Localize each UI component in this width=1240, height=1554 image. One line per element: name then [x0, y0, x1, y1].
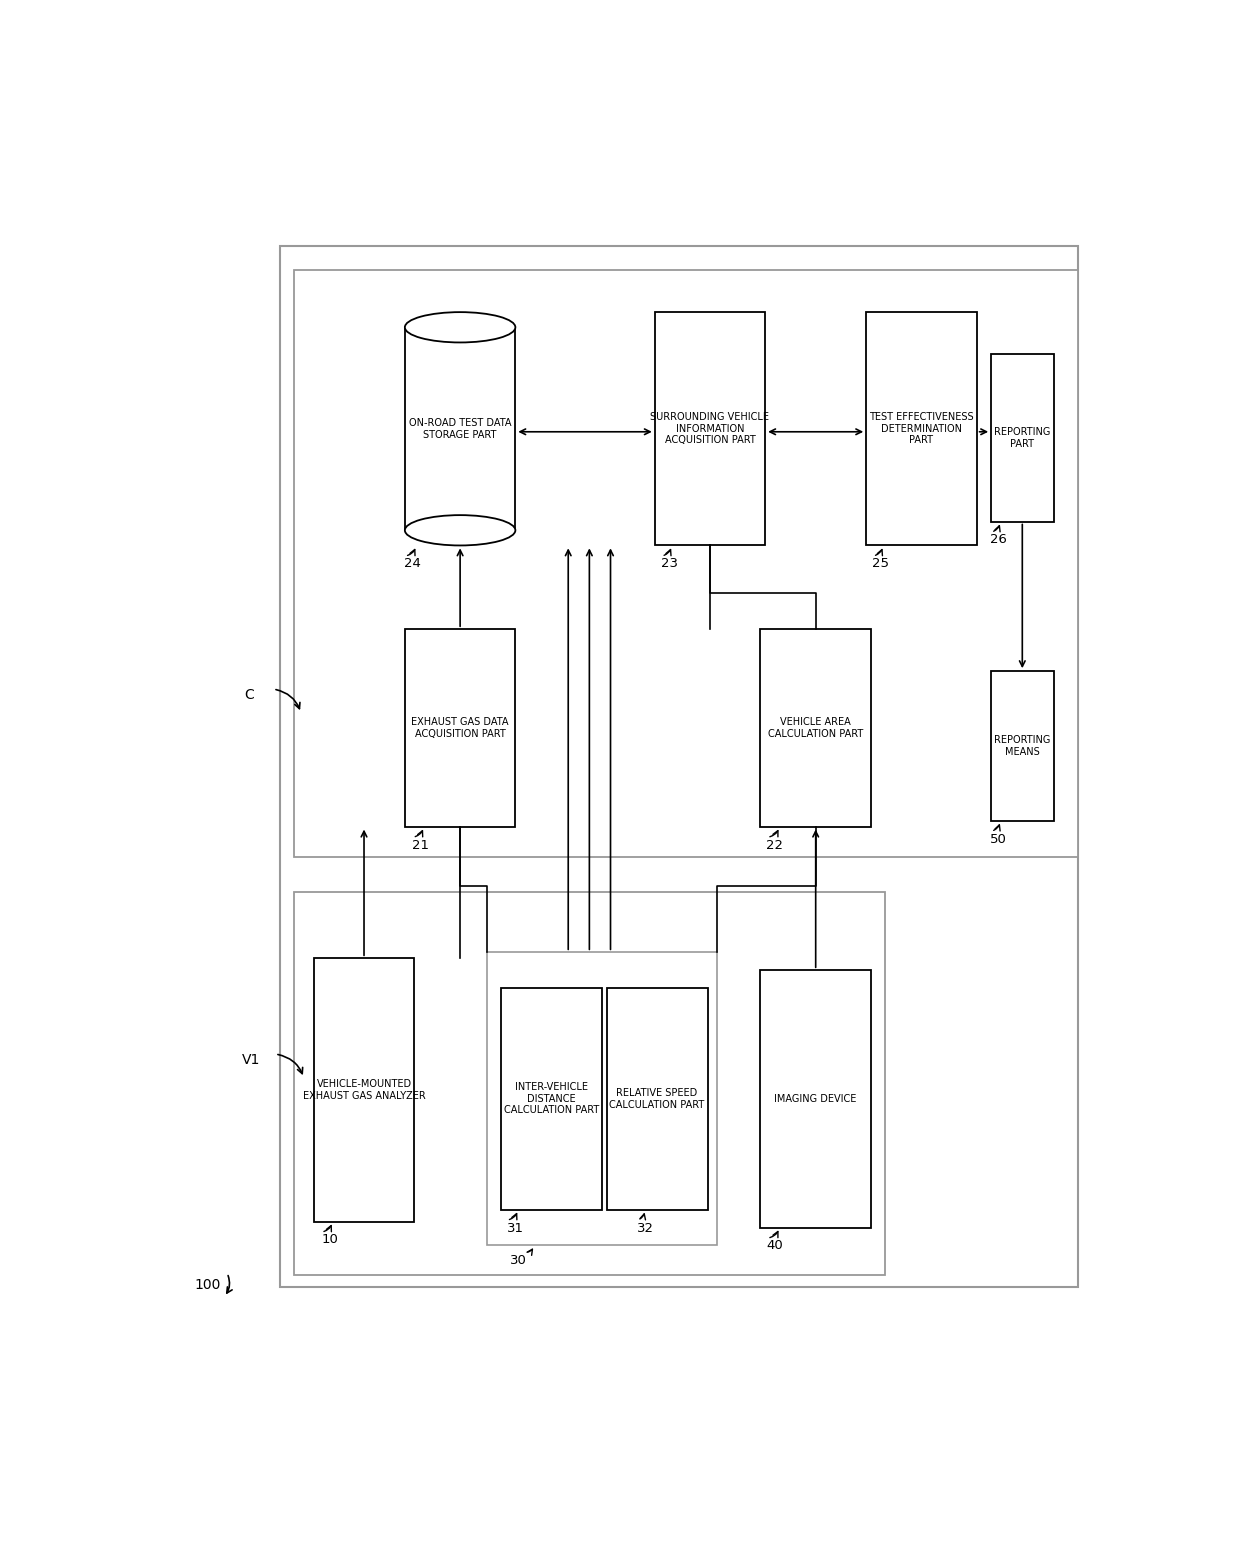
Text: 24: 24 — [404, 558, 422, 570]
Text: 100: 100 — [195, 1277, 221, 1291]
FancyBboxPatch shape — [866, 312, 977, 545]
FancyBboxPatch shape — [991, 671, 1054, 821]
FancyBboxPatch shape — [760, 629, 870, 827]
Bar — [404, 328, 516, 530]
Text: REPORTING
MEANS: REPORTING MEANS — [994, 735, 1050, 757]
Ellipse shape — [404, 312, 516, 342]
Text: RELATIVE SPEED
CALCULATION PART: RELATIVE SPEED CALCULATION PART — [610, 1088, 704, 1110]
FancyBboxPatch shape — [501, 988, 601, 1209]
FancyBboxPatch shape — [606, 988, 708, 1209]
Text: 21: 21 — [412, 839, 429, 852]
Text: V1: V1 — [242, 1054, 260, 1068]
Text: REPORTING
PART: REPORTING PART — [994, 427, 1050, 449]
Text: 26: 26 — [991, 533, 1007, 547]
FancyBboxPatch shape — [294, 892, 885, 1276]
FancyBboxPatch shape — [314, 959, 414, 1221]
Text: 10: 10 — [321, 1234, 339, 1246]
Text: 40: 40 — [766, 1240, 784, 1253]
Text: EXHAUST GAS DATA
ACQUISITION PART: EXHAUST GAS DATA ACQUISITION PART — [412, 716, 508, 738]
FancyBboxPatch shape — [991, 354, 1054, 522]
Text: 25: 25 — [872, 558, 889, 570]
Text: 50: 50 — [991, 833, 1007, 845]
Text: IMAGING DEVICE: IMAGING DEVICE — [775, 1094, 857, 1103]
Text: TEST EFFECTIVENESS
DETERMINATION
PART: TEST EFFECTIVENESS DETERMINATION PART — [869, 412, 973, 446]
Text: SURROUNDING VEHICLE
INFORMATION
ACQUISITION PART: SURROUNDING VEHICLE INFORMATION ACQUISIT… — [651, 412, 770, 446]
FancyBboxPatch shape — [655, 312, 765, 545]
Text: 23: 23 — [661, 558, 677, 570]
Text: 30: 30 — [510, 1254, 527, 1267]
Text: 31: 31 — [507, 1221, 523, 1234]
Ellipse shape — [404, 514, 516, 545]
Text: VEHICLE-MOUNTED
EXHAUST GAS ANALYZER: VEHICLE-MOUNTED EXHAUST GAS ANALYZER — [303, 1078, 425, 1100]
Text: VEHICLE AREA
CALCULATION PART: VEHICLE AREA CALCULATION PART — [768, 716, 863, 738]
FancyBboxPatch shape — [404, 629, 516, 827]
FancyBboxPatch shape — [486, 953, 717, 1245]
Text: 22: 22 — [766, 839, 784, 852]
Text: INTER-VEHICLE
DISTANCE
CALCULATION PART: INTER-VEHICLE DISTANCE CALCULATION PART — [503, 1082, 599, 1116]
FancyBboxPatch shape — [760, 970, 870, 1228]
Text: 32: 32 — [636, 1221, 653, 1234]
FancyBboxPatch shape — [280, 246, 1078, 1287]
Text: ON-ROAD TEST DATA
STORAGE PART: ON-ROAD TEST DATA STORAGE PART — [409, 418, 511, 440]
FancyBboxPatch shape — [294, 270, 1078, 856]
Text: C: C — [244, 688, 254, 702]
